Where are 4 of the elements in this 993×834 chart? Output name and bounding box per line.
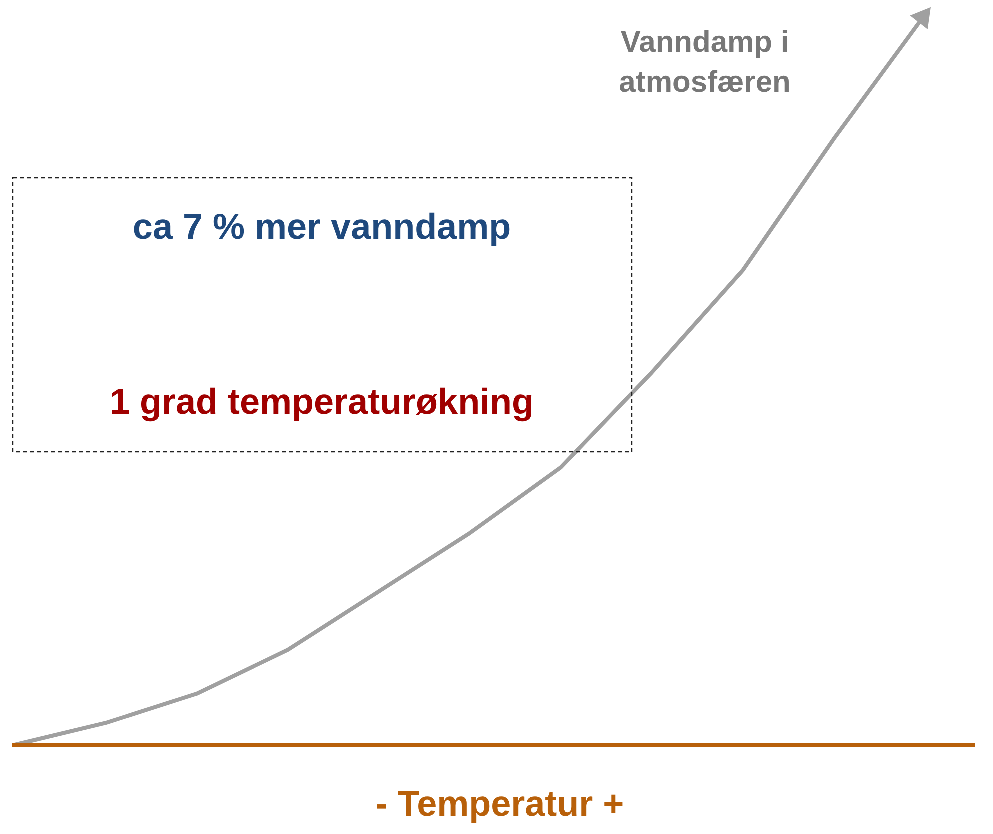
x-axis-title: - Temperatur + <box>376 783 624 824</box>
series-label: Vanndamp i atmosfæren <box>619 26 791 99</box>
annotation: ca 7 % mer vanndamp <box>132 206 512 247</box>
annotation: 1 grad temperaturøkning <box>110 381 534 422</box>
